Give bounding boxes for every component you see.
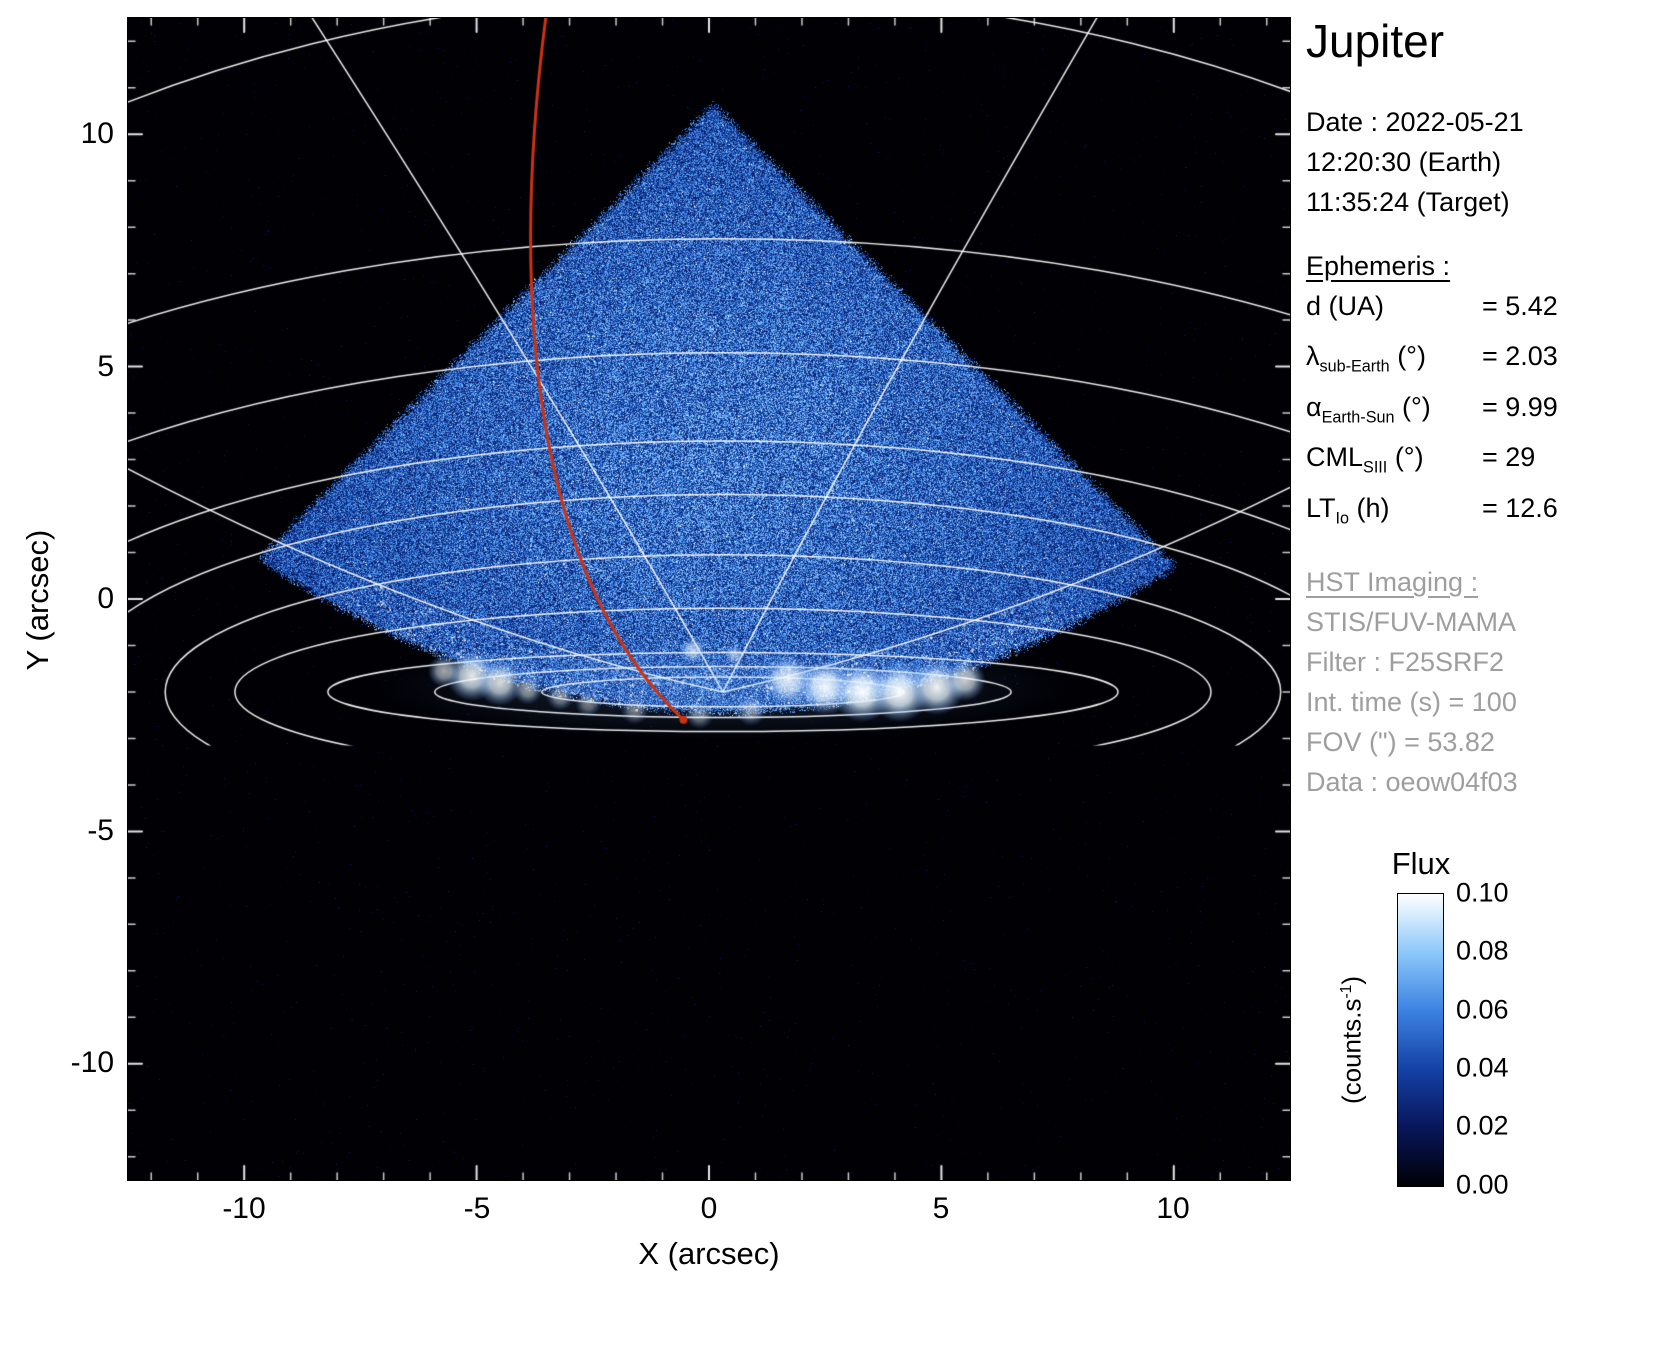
x-tick-label: 5	[933, 1192, 950, 1226]
ephemeris-heading: Ephemeris :	[1306, 246, 1668, 286]
observation-time-earth: 12:20:30 (Earth)	[1306, 142, 1668, 182]
hst-line: Data : oeow04f03	[1306, 762, 1668, 802]
hst-line: STIS/FUV-MAMA	[1306, 602, 1668, 642]
ephemeris-row: d (UA) = 5.42	[1306, 286, 1668, 336]
hst-line: Filter : F25SRF2	[1306, 642, 1668, 682]
colorbar-tick-label: 0.06	[1456, 995, 1509, 1026]
x-tick-label: 0	[701, 1192, 718, 1226]
colorbar-tick-label: 0.10	[1456, 878, 1509, 909]
y-tick-label: 10	[26, 117, 114, 151]
colorbar-tick-label: 0.00	[1456, 1170, 1509, 1201]
y-tick-label: 0	[26, 582, 114, 616]
hst-line: FOV (") = 53.82	[1306, 722, 1668, 762]
x-axis-label: X (arcsec)	[638, 1236, 779, 1272]
hst-line: Int. time (s) = 100	[1306, 682, 1668, 722]
info-panel: Jupiter Date : 2022-05-21 12:20:30 (Eart…	[1306, 14, 1668, 802]
colorbar-title: Flux	[1392, 846, 1451, 882]
observation-time-target: 11:35:24 (Target)	[1306, 182, 1668, 222]
ephemeris-row: λsub-Earth (°) = 2.03	[1306, 336, 1668, 386]
y-tick-label: -10	[26, 1046, 114, 1080]
ephemeris-row: LTIo (h) = 12.6	[1306, 488, 1668, 538]
figure-root: Y (arcsec) 10 5 0 -5 -10 -10 -5 0 5 10 X…	[0, 0, 1671, 1368]
jupiter-fuv-image	[128, 18, 1290, 1180]
plot-title: Jupiter	[1306, 14, 1668, 68]
y-tick-label: -5	[26, 814, 114, 848]
y-tick-label: 5	[26, 350, 114, 384]
hst-heading: HST Imaging :	[1306, 562, 1668, 602]
colorbar-gradient	[1397, 893, 1444, 1187]
colorbar-tick-label: 0.08	[1456, 936, 1509, 967]
x-tick-label: -10	[222, 1192, 265, 1226]
colorbar-unit-label: (counts.s-1)	[1337, 976, 1368, 1104]
x-tick-label: -5	[464, 1192, 491, 1226]
observation-date: Date : 2022-05-21	[1306, 102, 1668, 142]
colorbar-tick-label: 0.02	[1456, 1111, 1509, 1142]
ephemeris-row: CMLSIII (°) = 29	[1306, 437, 1668, 487]
ephemeris-row: αEarth-Sun (°) = 9.99	[1306, 387, 1668, 437]
x-tick-label: 10	[1156, 1192, 1189, 1226]
colorbar-tick-label: 0.04	[1456, 1053, 1509, 1084]
